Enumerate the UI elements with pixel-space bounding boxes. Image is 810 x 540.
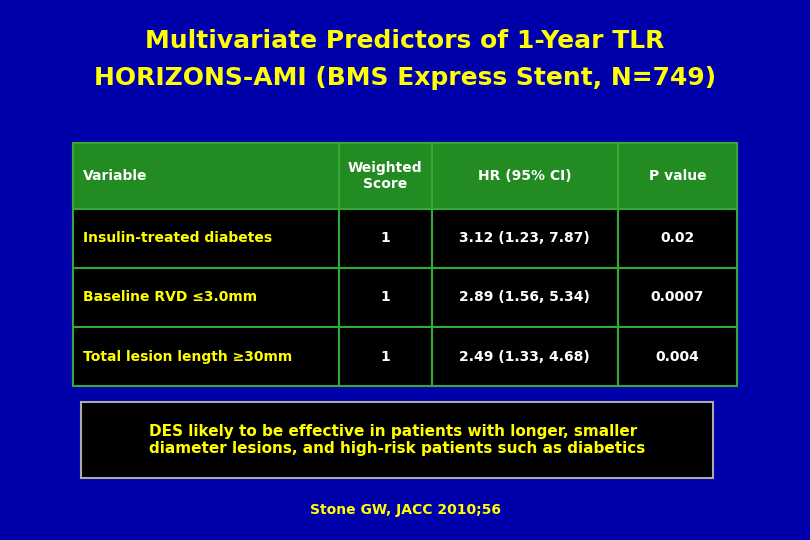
Text: 1: 1 xyxy=(380,291,390,305)
Bar xyxy=(617,143,737,209)
Text: 0.0007: 0.0007 xyxy=(650,291,704,305)
Text: 0.004: 0.004 xyxy=(655,349,699,363)
Text: 1: 1 xyxy=(380,349,390,363)
Text: Baseline RVD ≤3.0mm: Baseline RVD ≤3.0mm xyxy=(83,291,257,305)
Bar xyxy=(73,268,339,327)
Bar xyxy=(73,209,339,268)
Text: 3.12 (1.23, 7.87): 3.12 (1.23, 7.87) xyxy=(459,231,590,245)
Bar xyxy=(432,209,617,268)
Bar xyxy=(432,143,617,209)
Bar xyxy=(432,327,617,386)
Bar xyxy=(339,143,432,209)
Text: HORIZONS-AMI (BMS Express Stent, N=749): HORIZONS-AMI (BMS Express Stent, N=749) xyxy=(94,66,716,90)
Bar xyxy=(73,327,339,386)
Bar xyxy=(432,268,617,327)
Bar xyxy=(617,268,737,327)
Text: Total lesion length ≥30mm: Total lesion length ≥30mm xyxy=(83,349,292,363)
Text: Multivariate Predictors of 1-Year TLR: Multivariate Predictors of 1-Year TLR xyxy=(145,29,665,52)
Text: 0.02: 0.02 xyxy=(660,231,694,245)
Text: HR (95% CI): HR (95% CI) xyxy=(478,169,571,183)
Text: Stone GW, JACC 2010;56: Stone GW, JACC 2010;56 xyxy=(309,503,501,517)
Text: Variable: Variable xyxy=(83,169,147,183)
Bar xyxy=(617,209,737,268)
Bar xyxy=(617,327,737,386)
Bar xyxy=(73,143,339,209)
Text: DES likely to be effective in patients with longer, smaller
diameter lesions, an: DES likely to be effective in patients w… xyxy=(149,424,645,456)
Text: 1: 1 xyxy=(380,231,390,245)
Bar xyxy=(81,402,713,478)
Bar xyxy=(339,209,432,268)
Bar xyxy=(339,268,432,327)
Bar xyxy=(339,327,432,386)
Text: 2.49 (1.33, 4.68): 2.49 (1.33, 4.68) xyxy=(459,349,590,363)
Text: Insulin-treated diabetes: Insulin-treated diabetes xyxy=(83,231,271,245)
Text: 2.89 (1.56, 5.34): 2.89 (1.56, 5.34) xyxy=(459,291,590,305)
Text: P value: P value xyxy=(649,169,706,183)
Text: Weighted
Score: Weighted Score xyxy=(347,161,422,191)
